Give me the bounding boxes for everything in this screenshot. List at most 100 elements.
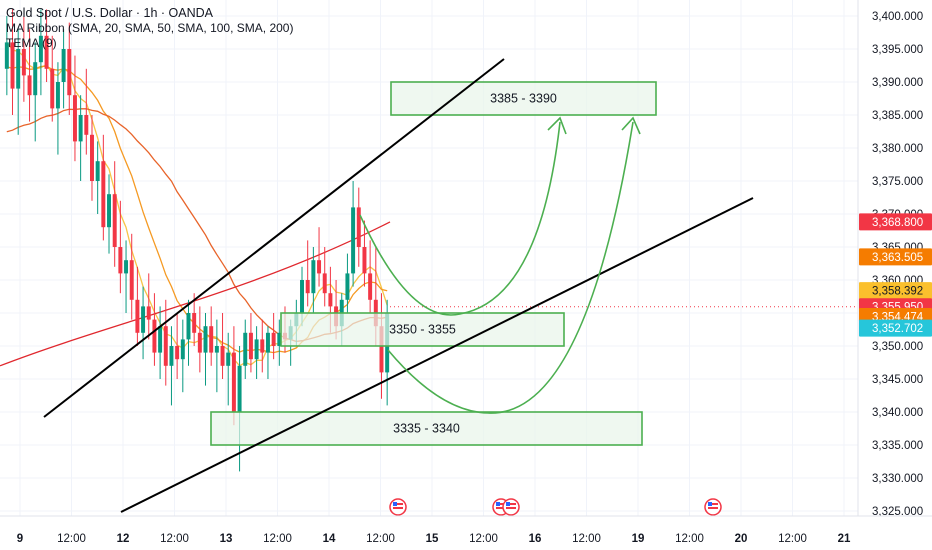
candle-body [197, 332, 202, 353]
candle-body [95, 161, 100, 181]
price-zone-label: 3385 - 3390 [490, 92, 557, 106]
candle-body [317, 260, 322, 274]
flag-stripe [506, 503, 516, 505]
time-tick-label: 16 [529, 533, 542, 545]
candle-body [379, 326, 384, 373]
projection-arrow-1 [547, 116, 567, 135]
price-zone[interactable] [210, 411, 643, 446]
price-label-text: 3,358.392 [872, 286, 923, 298]
candle-body [27, 75, 32, 96]
price-label-text: 3,368.800 [872, 217, 923, 229]
price-tick-label: 3,325.000 [872, 506, 923, 518]
price-label-badge[interactable] [859, 282, 932, 300]
candle-body [4, 42, 9, 69]
time-tick-label: 12:00 [160, 533, 189, 545]
candle-body [265, 332, 270, 353]
price-tick-label: 3,380.000 [872, 143, 923, 155]
candle-body [78, 115, 83, 142]
price-tick-label: 3,385.000 [872, 110, 923, 122]
candle-body [129, 260, 134, 300]
time-tick-label: 19 [632, 533, 645, 545]
candle-body [220, 346, 225, 366]
projection-path-1[interactable] [359, 121, 561, 316]
candle-body [169, 346, 174, 366]
time-axis[interactable]: 9 12:00 12 12:00 13 12:00 14 12:00 15 12:00 16 12:0… [0, 515, 932, 550]
price-tick-label: 3,395.000 [872, 44, 923, 56]
candle-body [152, 319, 157, 353]
flag-canton [496, 502, 500, 506]
candle-body [186, 313, 191, 340]
time-tick-label: 12:00 [366, 533, 395, 545]
lower-trendline[interactable] [120, 197, 754, 513]
candle-body [118, 247, 123, 274]
candle-body [44, 35, 49, 69]
candle-body [146, 306, 151, 320]
price-zone-label: 3350 - 3355 [389, 323, 456, 337]
candle-body [107, 194, 112, 228]
economic-events[interactable] [389, 498, 722, 516]
drawings[interactable] [0, 58, 754, 513]
candle-body [254, 339, 259, 360]
flag-stripe [496, 507, 506, 509]
candle-body [351, 207, 356, 274]
symbol-title[interactable]: Gold Spot / U.S. Dollar · 1h · OANDA [6, 6, 214, 20]
price-label-badge[interactable] [859, 213, 932, 231]
candle-body [89, 134, 94, 181]
price-tick-label: 3,400.000 [872, 11, 923, 23]
candle-body [305, 280, 310, 294]
projection-path-2[interactable] [387, 121, 634, 414]
candle-body [260, 339, 265, 353]
price-tick-label: 3,330.000 [872, 473, 923, 485]
candle-body [322, 273, 327, 294]
time-tick-label: 9 [17, 533, 23, 545]
tema-legend[interactable]: TEMA (9) [6, 36, 57, 50]
flag-stripe [393, 507, 403, 509]
price-zone[interactable] [390, 81, 657, 116]
candle-body [203, 326, 208, 353]
price-label-text: 3,352.702 [872, 323, 923, 335]
time-tick-label: 12:00 [675, 533, 704, 545]
price-tick-label: 3,390.000 [872, 77, 923, 89]
flag-canton [708, 502, 712, 506]
candle-body [243, 332, 248, 366]
candle-body [61, 49, 66, 82]
zones[interactable]: 3385 - 3390 3350 - 3355 3335 - 3340 [210, 81, 657, 446]
candle-body [33, 62, 38, 96]
candle-body [141, 306, 146, 333]
flag-stripe [708, 507, 718, 509]
candle-body [231, 352, 236, 412]
time-tick-label: 12 [117, 533, 130, 545]
candle-body [356, 207, 361, 247]
price-tick-label: 3,340.000 [872, 407, 923, 419]
price-axis[interactable]: 3,400.000 3,395.000 3,390.000 3,385.000 3,38… [857, 0, 932, 550]
flag-stripe [708, 503, 718, 505]
upper-trendline[interactable] [43, 58, 505, 418]
flag-stripe [506, 507, 516, 509]
candle-body [112, 194, 117, 247]
time-tick-label: 12:00 [778, 533, 807, 545]
candle-body [101, 161, 106, 228]
price-label-text: 3,363.505 [872, 252, 923, 264]
candle-body [38, 35, 43, 63]
candle-body [271, 332, 276, 346]
candle-body [55, 82, 60, 109]
ma-ribbon-legend[interactable]: MA Ribbon (SMA, 20, SMA, 50, SMA, 100, S… [6, 21, 294, 35]
candle-body [16, 49, 21, 89]
candle-body [175, 346, 180, 360]
price-zone[interactable] [280, 312, 565, 347]
candle-body [158, 326, 163, 353]
price-axis-bg [858, 0, 932, 550]
candle-body [192, 313, 197, 333]
candle-body [345, 273, 350, 300]
candle-body [135, 299, 140, 333]
flag-canton [393, 502, 397, 506]
candle-body [10, 42, 15, 89]
price-label-badge[interactable] [859, 319, 932, 337]
candle-body [21, 49, 26, 76]
sma-200-line [0, 221, 391, 367]
candle-body [67, 49, 72, 96]
flag-stripe [496, 503, 506, 505]
candle-body [180, 339, 185, 360]
price-label-badge[interactable] [859, 248, 932, 266]
